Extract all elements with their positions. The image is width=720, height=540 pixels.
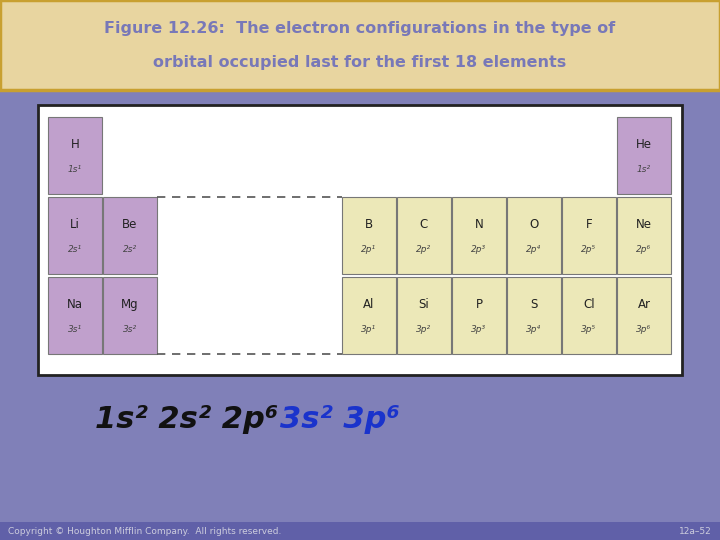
Bar [0, 0, 720, 90]
Text: 2p⁶: 2p⁶ [636, 245, 652, 254]
Text: 2s¹: 2s¹ [68, 245, 82, 254]
Text: O: O [529, 218, 539, 231]
Text: S: S [531, 298, 538, 311]
Text: Ar: Ar [637, 298, 650, 311]
Text: 3s¹: 3s¹ [68, 325, 82, 334]
Bar [0, 522, 720, 540]
Text: Al: Al [364, 298, 374, 311]
Bar [562, 277, 616, 354]
Text: Copyright © Houghton Mifflin Company.  All rights reserved.: Copyright © Houghton Mifflin Company. Al… [8, 526, 282, 536]
Bar [562, 197, 616, 274]
Text: N: N [474, 218, 483, 231]
Text: Mg: Mg [121, 298, 139, 311]
Text: 3s² 3p⁶: 3s² 3p⁶ [280, 406, 400, 435]
Text: F: F [585, 218, 593, 231]
Text: 3p⁴: 3p⁴ [526, 325, 541, 334]
Text: 2p³: 2p³ [472, 245, 487, 254]
Bar [48, 277, 102, 354]
Text: orbital occupied last for the first 18 elements: orbital occupied last for the first 18 e… [153, 55, 567, 70]
Text: 3p⁵: 3p⁵ [582, 325, 597, 334]
Text: Li: Li [70, 218, 80, 231]
Text: 2p¹: 2p¹ [361, 245, 377, 254]
Text: 2p⁵: 2p⁵ [582, 245, 597, 254]
Text: Be: Be [122, 218, 138, 231]
Bar [507, 277, 561, 354]
Text: Ne: Ne [636, 218, 652, 231]
Bar [342, 197, 396, 274]
Text: P: P [475, 298, 482, 311]
Text: 3s²: 3s² [123, 325, 137, 334]
Bar [48, 117, 102, 194]
Text: 3p⁶: 3p⁶ [636, 325, 652, 334]
Text: 2p⁴: 2p⁴ [526, 245, 541, 254]
Text: He: He [636, 138, 652, 151]
Bar [507, 197, 561, 274]
Bar [397, 197, 451, 274]
Text: 3p³: 3p³ [472, 325, 487, 334]
Text: Figure 12.26:  The electron configurations in the type of: Figure 12.26: The electron configuration… [104, 21, 616, 36]
Bar [103, 197, 157, 274]
Text: 2p²: 2p² [416, 245, 431, 254]
Bar [617, 117, 671, 194]
Bar [452, 197, 506, 274]
Text: 1s¹: 1s¹ [68, 165, 82, 174]
Text: 1s² 2s² 2p⁶: 1s² 2s² 2p⁶ [95, 406, 300, 435]
Bar [342, 277, 396, 354]
Text: 12a–52: 12a–52 [679, 526, 712, 536]
Bar [48, 197, 102, 274]
Text: 3p²: 3p² [416, 325, 431, 334]
Bar [397, 277, 451, 354]
Text: B: B [365, 218, 373, 231]
Text: 2s²: 2s² [123, 245, 137, 254]
Bar [452, 277, 506, 354]
Text: Na: Na [67, 298, 83, 311]
Bar [617, 277, 671, 354]
Text: Si: Si [418, 298, 429, 311]
Bar [103, 277, 157, 354]
Text: H: H [71, 138, 79, 151]
Text: 3p¹: 3p¹ [361, 325, 377, 334]
Text: Cl: Cl [583, 298, 595, 311]
Text: 1s²: 1s² [637, 165, 651, 174]
Bar [617, 197, 671, 274]
Text: C: C [420, 218, 428, 231]
Bar [38, 105, 682, 375]
